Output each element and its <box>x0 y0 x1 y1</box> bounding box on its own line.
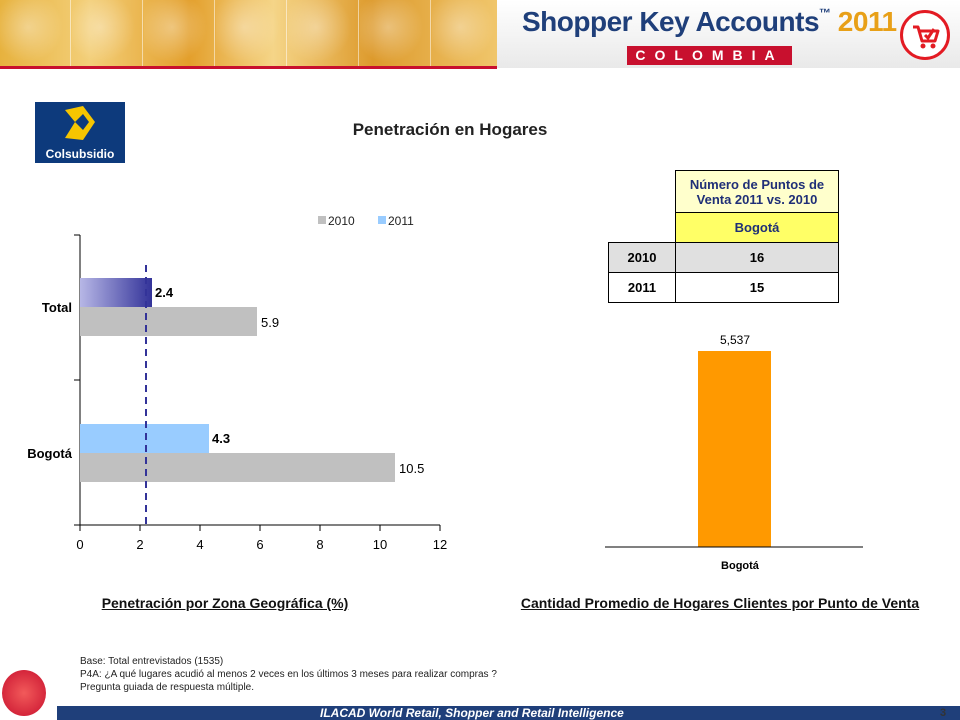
category-label-bogota: Bogotá <box>721 560 760 572</box>
logo-text: Colsubsidio <box>45 147 115 161</box>
data-label-2010: 10.5 <box>399 461 424 476</box>
category-label-total: Total <box>42 300 72 315</box>
header-photo <box>144 0 215 68</box>
brand-title: Shopper Key Accounts™ 2011 <box>522 6 897 38</box>
chart-legend: 2010 2011 <box>318 214 414 228</box>
bar-2011-total <box>80 278 152 307</box>
x-tick-label: 10 <box>373 537 387 552</box>
legend-swatch-2011 <box>378 216 386 224</box>
colsubsidio-logo <box>35 102 125 163</box>
page-number: 3 <box>940 707 947 719</box>
brand-main: Shopper Key Accounts <box>522 6 820 37</box>
brand-year: 2011 <box>837 6 897 37</box>
shopping-cart-icon <box>900 10 950 60</box>
x-tick-label: 2 <box>136 537 143 552</box>
x-tick-label: 4 <box>196 537 203 552</box>
legend-swatch-2010 <box>318 216 326 224</box>
data-label-2011: 4.3 <box>212 431 230 446</box>
left-chart-caption: Penetración por Zona Geográfica (%) <box>101 595 349 611</box>
data-label-2011: 2.4 <box>155 285 174 300</box>
x-tick-label: 6 <box>256 537 263 552</box>
footnote-base: Base: Total entrevistados (1535) <box>80 656 224 667</box>
table-row: 2011 15 <box>608 272 839 303</box>
row-year: 2011 <box>608 272 676 303</box>
bars-group: 5,537 <box>698 333 771 547</box>
x-tick-label: 0 <box>76 537 83 552</box>
x-tick-label: 8 <box>316 537 323 552</box>
footnote-note: Pregunta guiada de respuesta múltiple. <box>80 682 255 693</box>
header-photo <box>288 0 359 68</box>
data-label-2010: 5.9 <box>261 315 279 330</box>
footer-text: ILACAD World Retail, Shopper and Retail … <box>320 706 624 720</box>
header-photo <box>432 0 497 68</box>
header-photo <box>0 0 71 68</box>
table-row: 2010 16 <box>608 242 839 273</box>
header-photo <box>72 0 143 68</box>
bars-group: 2.4 5.9 4.3 10.5 <box>80 278 424 482</box>
bar-2011-bogotá <box>80 424 209 453</box>
bar-2010-bogotá <box>80 453 395 482</box>
data-label: 5,537 <box>720 333 750 347</box>
penetration-chart: 2010 2011 Total Bogotá 2.4 5.9 4.3 10.5 0 2 4… <box>27 214 447 552</box>
households-per-store-chart: 5,537 Bogotá <box>605 333 863 572</box>
legend-label-2011: 2011 <box>388 214 414 228</box>
colsubsidio-mark <box>65 106 95 140</box>
points-of-sale-table: Número de Puntos de Venta 2011 vs. 2010 … <box>608 170 839 303</box>
bar-2010-total <box>80 307 257 336</box>
header-photo <box>216 0 287 68</box>
x-ticks-group: 0 2 4 6 8 10 12 <box>76 525 447 552</box>
x-tick-label: 12 <box>433 537 447 552</box>
brand-tm: ™ <box>819 6 831 20</box>
bar-bogota <box>698 351 771 547</box>
country-label: COLOMBIA <box>627 46 792 65</box>
row-year: 2010 <box>608 242 676 273</box>
header-photo-strip <box>0 0 497 68</box>
footer-bar <box>57 706 960 720</box>
table-col-header: Bogotá <box>675 212 839 243</box>
footnotes: Base: Total entrevistados (1535) P4A: ¿A… <box>80 655 497 694</box>
header-divider <box>0 66 497 69</box>
legend-label-2010: 2010 <box>328 214 355 228</box>
right-chart-caption: Cantidad Promedio de Hogares Clientes po… <box>520 595 920 611</box>
page-title: Penetración en Hogares <box>352 120 548 139</box>
row-value: 15 <box>675 272 839 303</box>
header-photo <box>360 0 431 68</box>
footer-logo <box>2 670 46 716</box>
footnote-question: P4A: ¿A qué lugares acudió al menos 2 ve… <box>80 669 497 680</box>
table-header: Número de Puntos de Venta 2011 vs. 2010 <box>675 170 839 213</box>
row-value: 16 <box>675 242 839 273</box>
category-label-bogota: Bogotá <box>27 446 73 461</box>
